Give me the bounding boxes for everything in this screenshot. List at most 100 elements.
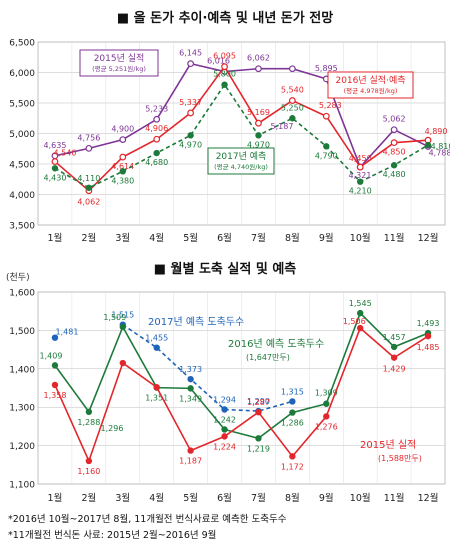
data-point bbox=[221, 63, 228, 71]
legend-box: 2017년 예측(평균 4,740원/kg) bbox=[207, 147, 275, 175]
data-label: 5,895 bbox=[315, 64, 338, 73]
legend-entry: 2015년 실적 bbox=[94, 52, 145, 64]
x-tick-label: 2월 bbox=[81, 492, 96, 504]
data-point bbox=[153, 115, 161, 123]
data-label: 4,890 bbox=[425, 127, 448, 136]
data-label: 1,315 bbox=[281, 387, 304, 396]
data-point bbox=[390, 139, 398, 147]
data-label: 1,187 bbox=[179, 457, 202, 466]
data-point bbox=[187, 109, 195, 117]
data-point bbox=[187, 132, 194, 139]
y-tick-label: 5,500 bbox=[9, 100, 35, 110]
legend-entry: 2017년 예측 도축두수 bbox=[148, 316, 244, 328]
data-point bbox=[288, 65, 296, 73]
data-label: 4,906 bbox=[145, 124, 168, 133]
data-label: 5,540 bbox=[281, 86, 304, 95]
legend-frame bbox=[79, 49, 159, 77]
data-label: 5,800 bbox=[213, 70, 236, 79]
x-tick-label: 7월 bbox=[251, 492, 266, 504]
x-tick-label: 3월 bbox=[115, 492, 130, 504]
data-label: 1,506 bbox=[343, 317, 366, 326]
data-point bbox=[51, 165, 59, 172]
data-point bbox=[255, 435, 262, 442]
legend-entry: 2017년 예측 bbox=[216, 151, 267, 162]
legend-box: 2016년 실적·예측(평균 4,978원/kg) bbox=[327, 71, 414, 99]
x-tick-label: 7월 bbox=[251, 232, 266, 244]
data-point bbox=[85, 184, 93, 191]
y-tick-label: 4,500 bbox=[9, 161, 35, 171]
y-tick-label: 6,000 bbox=[9, 69, 35, 79]
data-point bbox=[221, 406, 228, 413]
data-label: 1,288 bbox=[77, 418, 100, 427]
x-tick-label: 5월 bbox=[183, 232, 198, 244]
y-tick-label: 1,400 bbox=[9, 365, 35, 375]
data-label: 4,110 bbox=[77, 174, 100, 183]
data-point bbox=[187, 60, 195, 68]
footnote-2: *11개월전 번식돈 사료: 2015년 2월~2016년 9월 bbox=[8, 530, 217, 541]
data-point bbox=[119, 323, 126, 331]
x-tick-label: 10월 bbox=[350, 492, 371, 504]
data-point bbox=[221, 81, 228, 88]
data-label: 1,287 bbox=[247, 398, 270, 407]
legend-entry: 2016년 예측 도축두수 bbox=[228, 338, 324, 350]
y-tick-label: 1,500 bbox=[9, 327, 35, 337]
data-label: 4,614 bbox=[111, 162, 134, 171]
data-point bbox=[323, 143, 330, 150]
data-point bbox=[255, 65, 262, 73]
data-point bbox=[255, 408, 262, 416]
data-label: 1,242 bbox=[213, 415, 236, 424]
legend-entry: 2015년 실적 bbox=[360, 439, 416, 451]
data-label: 4,210 bbox=[349, 187, 372, 196]
data-label: 4,756 bbox=[77, 133, 100, 142]
data-label: 4,970 bbox=[247, 140, 270, 149]
data-point bbox=[323, 413, 330, 420]
data-label: 4,062 bbox=[77, 198, 100, 207]
data-label: 1,294 bbox=[213, 396, 236, 405]
series-line bbox=[54, 326, 429, 464]
data-label: 4,321 bbox=[349, 171, 372, 180]
data-label: 1,224 bbox=[213, 442, 236, 451]
data-label: 1,373 bbox=[179, 365, 202, 374]
data-point bbox=[51, 362, 59, 369]
legend-note: (평균 4,978원/kg) bbox=[344, 86, 398, 95]
data-point bbox=[119, 168, 126, 175]
data-point bbox=[288, 97, 296, 104]
data-point bbox=[289, 409, 296, 416]
data-label: 5,062 bbox=[383, 115, 406, 124]
x-tick-label: 4월 bbox=[149, 492, 164, 504]
legend-note: (평균 4,740원/kg) bbox=[214, 162, 268, 171]
x-tick-label: 1월 bbox=[48, 492, 63, 504]
data-label: 1,160 bbox=[77, 467, 100, 476]
data-point bbox=[153, 149, 160, 157]
data-point bbox=[153, 384, 160, 391]
data-label: 1,351 bbox=[145, 394, 168, 403]
y-tick-label: 1,100 bbox=[9, 481, 35, 491]
data-label: 1,276 bbox=[315, 422, 338, 431]
data-label: 4,635 bbox=[44, 141, 67, 150]
legend-note: (1,588만두) bbox=[378, 454, 422, 463]
data-label: 5,250 bbox=[281, 103, 304, 112]
data-label: 1,296 bbox=[101, 424, 124, 433]
chart-title: ■ 올 돈가 추이·예측 및 내년 돈가 전망 bbox=[117, 10, 333, 26]
data-point bbox=[357, 178, 364, 185]
series-line bbox=[54, 311, 429, 440]
data-label: 5,337 bbox=[179, 98, 202, 107]
data-label: 1,509 bbox=[103, 313, 126, 322]
data-point bbox=[390, 354, 398, 361]
series-line bbox=[54, 83, 429, 189]
legend-note: (평균 5,251원/kg) bbox=[92, 64, 146, 73]
data-label: 5,187 bbox=[271, 122, 294, 131]
data-point bbox=[289, 453, 296, 460]
data-point bbox=[357, 324, 364, 332]
x-tick-label: 4월 bbox=[149, 232, 164, 244]
data-label: 1,172 bbox=[281, 462, 304, 471]
x-tick-label: 6월 bbox=[217, 232, 232, 244]
data-point bbox=[424, 141, 432, 149]
x-tick-label: 10월 bbox=[350, 232, 371, 244]
data-point bbox=[322, 112, 330, 120]
data-label: 4,810 bbox=[431, 142, 450, 151]
data-label: 1,358 bbox=[44, 391, 67, 400]
legend-frame bbox=[207, 147, 275, 175]
x-tick-label: 3월 bbox=[115, 232, 130, 244]
x-tick-label: 5월 bbox=[183, 492, 198, 504]
